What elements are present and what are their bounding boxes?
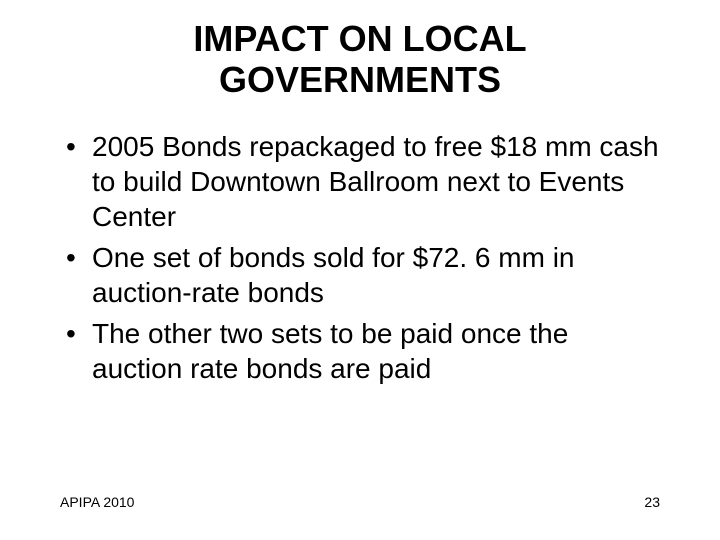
slide: IMPACT ON LOCAL GOVERNMENTS 2005 Bonds r… [0,0,720,540]
bullet-list: 2005 Bonds repackaged to free $18 mm cas… [60,129,660,386]
slide-footer: APIPA 2010 23 [60,494,660,510]
slide-title: IMPACT ON LOCAL GOVERNMENTS [60,18,660,101]
bullet-item: 2005 Bonds repackaged to free $18 mm cas… [60,129,660,234]
bullet-item: The other two sets to be paid once the a… [60,316,660,386]
footer-left: APIPA 2010 [60,494,134,510]
bullet-item: One set of bonds sold for $72. 6 mm in a… [60,240,660,310]
footer-page-number: 23 [644,494,660,510]
